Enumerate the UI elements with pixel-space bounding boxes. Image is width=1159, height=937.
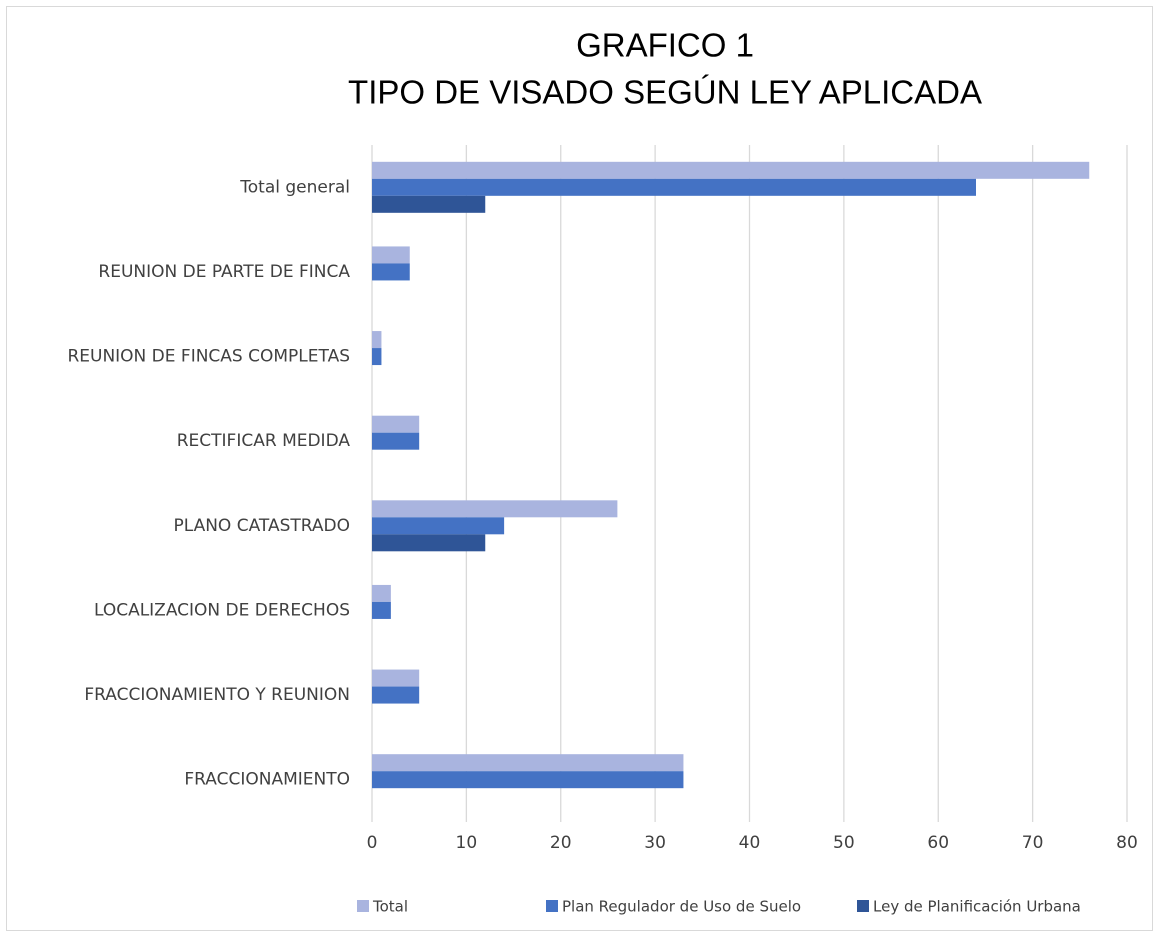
- bar: [372, 161, 1090, 179]
- x-tick-label: 50: [833, 833, 855, 853]
- bar: [372, 584, 391, 602]
- bar: [372, 178, 976, 196]
- y-tick-label: FRACCIONAMIENTO: [184, 770, 350, 790]
- x-tick-label: 30: [644, 833, 666, 853]
- legend-swatch: [857, 900, 869, 912]
- bar: [372, 517, 505, 535]
- bar: [372, 331, 382, 349]
- legend-label: Total: [372, 898, 408, 916]
- bar: [372, 754, 684, 772]
- bar: [372, 348, 382, 366]
- x-tick-label: 40: [739, 833, 761, 853]
- legend-label: Plan Regulador de Uso de Suelo: [562, 898, 801, 916]
- bar: [372, 686, 420, 704]
- y-tick-label: PLANO CATASTRADO: [173, 516, 350, 536]
- y-tick-label: FRACCIONAMIENTO Y REUNION: [84, 685, 350, 705]
- x-tick-label: 60: [927, 833, 949, 853]
- x-tick-label: 20: [550, 833, 572, 853]
- bar: [372, 246, 410, 264]
- x-tick-label: 0: [367, 833, 378, 853]
- bar: [372, 669, 420, 687]
- x-tick-label: 10: [456, 833, 478, 853]
- bar: [372, 500, 618, 518]
- bar: [372, 415, 420, 433]
- legend-label: Ley de Planificación Urbana: [873, 898, 1081, 916]
- y-tick-label: LOCALIZACION DE DERECHOS: [94, 600, 350, 620]
- chart-frame: [6, 6, 1153, 931]
- bar: [372, 195, 486, 213]
- legend-swatch: [357, 900, 369, 912]
- y-tick-label: RECTIFICAR MEDIDA: [177, 431, 351, 451]
- chart-title: TIPO DE VISADO SEGÚN LEY APLICADA: [348, 74, 982, 111]
- bar: [372, 263, 410, 281]
- chart-title: GRAFICO 1: [576, 27, 754, 64]
- bar: [372, 534, 486, 552]
- bar: [372, 432, 420, 450]
- legend-swatch: [546, 900, 558, 912]
- x-tick-label: 80: [1116, 833, 1138, 853]
- y-tick-label: REUNION DE PARTE DE FINCA: [98, 262, 350, 282]
- y-tick-label: Total general: [239, 177, 350, 197]
- x-tick-label: 70: [1022, 833, 1044, 853]
- y-tick-label: REUNION DE FINCAS COMPLETAS: [67, 347, 350, 367]
- bar: [372, 771, 684, 789]
- bar: [372, 601, 391, 619]
